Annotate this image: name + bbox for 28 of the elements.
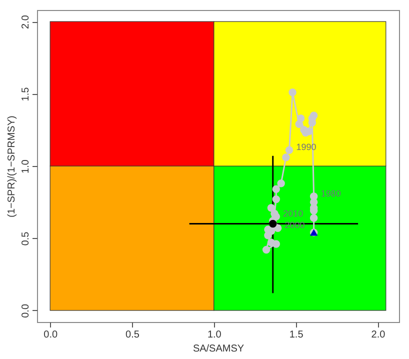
point — [310, 192, 318, 200]
point — [295, 120, 303, 128]
point — [285, 146, 294, 154]
point — [300, 126, 308, 134]
point — [272, 185, 280, 193]
y-tick-label: 1.5 — [20, 86, 32, 102]
x-tick-label: 0.5 — [126, 330, 140, 340]
y-tick-label: 0.5 — [20, 231, 32, 246]
y-tick-label: 1.0 — [20, 159, 32, 174]
y-tick-label: 0.0 — [20, 304, 32, 318]
annotation: 2010 — [283, 208, 304, 219]
y-axis-title: (1−SPR)/(1−SPRMSY) — [6, 116, 18, 218]
annotation: 1980 — [320, 188, 341, 198]
point — [267, 204, 276, 212]
point — [262, 246, 270, 254]
x-tick-label: 2.0 — [371, 330, 386, 340]
point — [282, 153, 290, 162]
point — [277, 179, 285, 188]
point — [272, 212, 280, 220]
x-axis-title: SA/SAMSY — [192, 344, 244, 354]
x-tick-label: 1.0 — [207, 330, 222, 340]
point — [272, 240, 280, 248]
point — [288, 88, 296, 96]
y-tick-label: 2.0 — [20, 14, 32, 30]
point — [272, 195, 280, 204]
x-tick-label: 1.5 — [289, 330, 304, 340]
point — [310, 214, 318, 222]
x-tick-label: 0.0 — [44, 330, 58, 340]
